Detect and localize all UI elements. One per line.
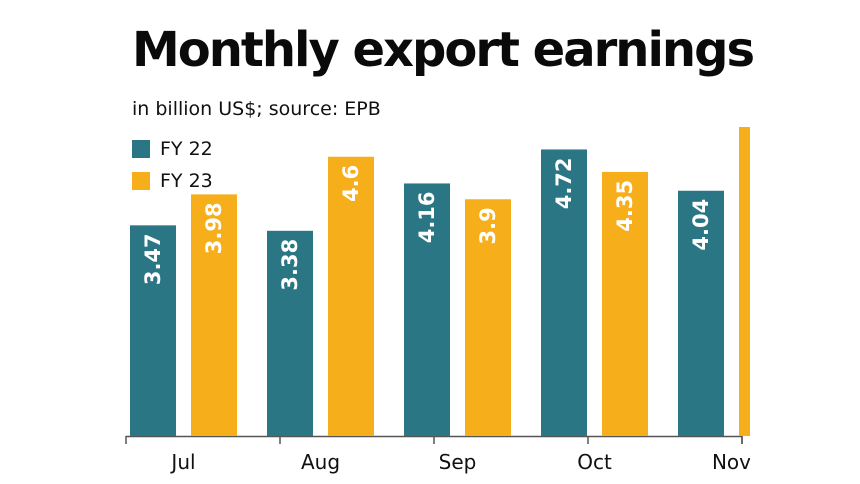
legend-label-fy23: FY 23 [160, 170, 213, 192]
x-tick-label-aug: Aug [301, 450, 340, 474]
bar-value-label: 4.35 [613, 180, 637, 232]
bar-value-label: 4.04 [689, 199, 713, 251]
chart-card: Monthly export earnings in billion US$; … [108, 0, 755, 484]
bar-fy22-jul [130, 225, 176, 436]
chart-title: Monthly export earnings [132, 22, 755, 78]
bar-value-label: 4.16 [415, 191, 439, 243]
legend-swatch-fy23 [132, 172, 150, 190]
x-tick-label-nov: Nov [712, 450, 750, 474]
x-tick-label-sep: Sep [439, 450, 477, 474]
legend-label-fy22: FY 22 [160, 138, 213, 160]
bar-fy23-aug [328, 156, 374, 436]
legend-swatch-fy22 [132, 140, 150, 158]
bar-fy23-nov [739, 127, 750, 436]
bar-fy22-sep [404, 183, 450, 436]
bar-fy23-oct [602, 171, 648, 436]
bar-value-label: 4.6 [339, 165, 363, 202]
bar-fy23-sep [465, 199, 511, 436]
legend-item-fy22: FY 22 [132, 138, 213, 160]
bar-fy22-aug [267, 230, 313, 436]
bar-value-label: 3.98 [202, 202, 226, 254]
bar-value-label: 3.9 [476, 207, 500, 244]
chart-subtitle: in billion US$; source: EPB [132, 98, 381, 120]
bar-fy23-jul [191, 194, 237, 436]
x-tick-label-jul: Jul [169, 450, 195, 474]
bar-value-label: 3.47 [141, 233, 165, 285]
bar-fy22-oct [541, 149, 587, 437]
bar-fy22-nov [678, 190, 724, 436]
bar-value-label: 4.72 [552, 157, 576, 209]
bar-value-label: 3.38 [278, 239, 302, 291]
x-tick-label-oct: Oct [577, 450, 612, 474]
bar-chart: 3.47 3.98 Jul 3.38 4.6 Aug 4.16 3.9 Sep 4.72 4.35 O… [125, 127, 750, 474]
legend-item-fy23: FY 23 [132, 170, 213, 192]
